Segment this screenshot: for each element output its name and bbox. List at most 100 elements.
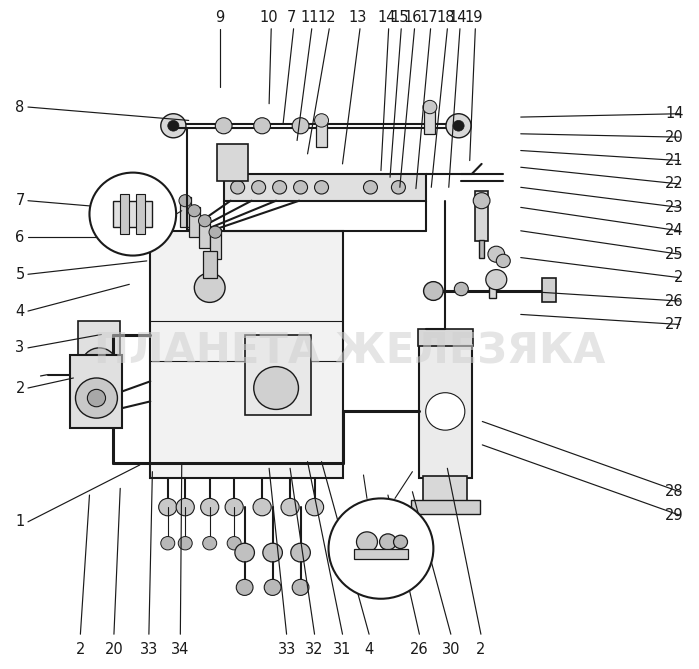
Text: 28: 28 [665, 484, 684, 499]
Text: 34: 34 [171, 642, 189, 657]
Bar [489, 281, 496, 298]
Circle shape [394, 535, 408, 549]
Bar [316, 120, 327, 147]
Circle shape [201, 498, 219, 516]
Circle shape [161, 114, 186, 138]
Bar [423, 476, 467, 502]
Text: 29: 29 [665, 508, 684, 522]
Circle shape [391, 181, 405, 194]
Bar [78, 321, 120, 388]
Bar [120, 194, 129, 234]
Bar [542, 278, 556, 302]
Circle shape [178, 537, 192, 550]
Circle shape [473, 193, 490, 209]
Circle shape [225, 498, 243, 516]
Circle shape [254, 118, 271, 134]
Bar [411, 500, 480, 514]
Circle shape [209, 226, 222, 238]
Circle shape [236, 579, 253, 595]
Circle shape [363, 181, 377, 194]
Circle shape [446, 114, 471, 138]
Circle shape [203, 537, 217, 550]
Circle shape [199, 215, 211, 227]
Text: 9: 9 [215, 10, 225, 25]
Bar [199, 217, 210, 248]
Circle shape [194, 273, 225, 302]
Bar [224, 174, 426, 201]
Text: 2: 2 [476, 642, 486, 657]
Circle shape [252, 181, 266, 194]
Circle shape [161, 537, 175, 550]
Text: 7: 7 [287, 10, 296, 25]
Circle shape [305, 498, 324, 516]
Text: 10: 10 [260, 10, 278, 25]
Circle shape [215, 118, 232, 134]
Bar [245, 334, 311, 415]
Circle shape [176, 498, 194, 516]
Text: 27: 27 [665, 317, 684, 332]
Text: 14: 14 [377, 10, 396, 25]
Text: 14: 14 [665, 106, 684, 121]
Text: 4: 4 [15, 304, 24, 318]
Text: 18: 18 [436, 10, 454, 25]
Text: 2: 2 [675, 270, 684, 285]
Text: 26: 26 [410, 642, 428, 657]
Text: 21: 21 [665, 153, 684, 168]
Text: 30: 30 [442, 642, 460, 657]
Bar [479, 240, 484, 258]
Circle shape [82, 348, 117, 381]
Circle shape [292, 118, 309, 134]
Circle shape [294, 181, 308, 194]
Text: 2: 2 [75, 642, 85, 657]
Text: ПЛАНЕТА ЖЕЛЕЗЯКА: ПЛАНЕТА ЖЕЛЕЗЯКА [94, 330, 605, 372]
Bar [354, 549, 408, 559]
Circle shape [273, 181, 287, 194]
Text: 16: 16 [404, 10, 422, 25]
Text: 20: 20 [105, 642, 123, 657]
Circle shape [231, 181, 245, 194]
Bar [210, 229, 221, 259]
Text: 33: 33 [140, 642, 158, 657]
Text: 8: 8 [15, 100, 24, 114]
Circle shape [291, 543, 310, 562]
Text: 11: 11 [301, 10, 319, 25]
Bar [217, 144, 248, 181]
Circle shape [380, 534, 396, 550]
Circle shape [292, 579, 309, 595]
Circle shape [159, 498, 177, 516]
Text: 7: 7 [15, 193, 24, 208]
Circle shape [329, 498, 433, 599]
Text: 14: 14 [449, 10, 467, 25]
Circle shape [424, 282, 443, 300]
Text: 1: 1 [15, 514, 24, 529]
Text: 5: 5 [15, 267, 24, 282]
Circle shape [179, 195, 192, 207]
Bar [424, 107, 435, 134]
Circle shape [227, 537, 241, 550]
Text: 13: 13 [349, 10, 367, 25]
Circle shape [89, 173, 176, 256]
Bar [419, 345, 472, 478]
Bar [113, 201, 152, 227]
Circle shape [188, 205, 201, 217]
Circle shape [486, 270, 507, 290]
Circle shape [254, 367, 298, 409]
Text: 17: 17 [419, 10, 438, 25]
Circle shape [496, 254, 510, 268]
Text: 19: 19 [465, 10, 483, 25]
Text: 3: 3 [15, 341, 24, 355]
Text: 26: 26 [665, 294, 684, 308]
Bar [475, 191, 488, 241]
Text: 23: 23 [665, 200, 684, 215]
Circle shape [281, 498, 299, 516]
Text: 20: 20 [665, 130, 684, 145]
Circle shape [253, 498, 271, 516]
Circle shape [426, 393, 465, 430]
Text: 24: 24 [665, 223, 684, 238]
Text: 6: 6 [15, 230, 24, 245]
Circle shape [235, 543, 254, 562]
Text: 4: 4 [364, 642, 374, 657]
Circle shape [87, 389, 106, 407]
Bar [136, 194, 145, 234]
Text: 32: 32 [305, 642, 324, 657]
